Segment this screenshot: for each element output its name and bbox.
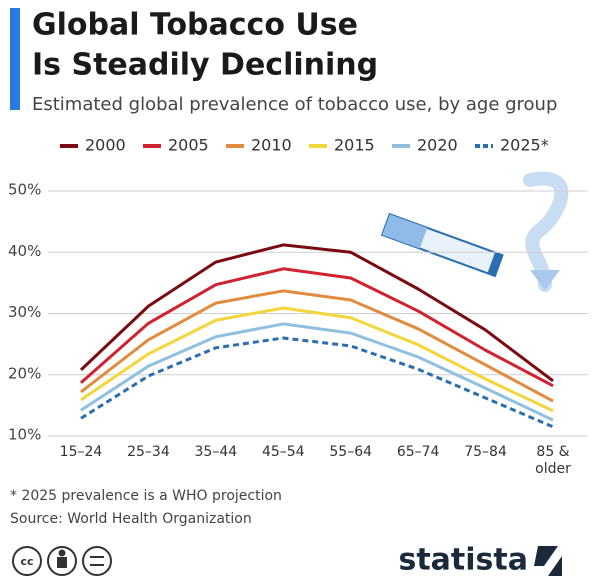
y-tick-label: 30%	[8, 303, 41, 321]
brand-logo	[534, 546, 562, 576]
y-tick-label: 10%	[8, 426, 41, 444]
y-tick-label: 40%	[8, 242, 41, 260]
x-tick-label: 55–64	[329, 444, 373, 460]
legend-label: 2025*	[500, 136, 549, 155]
accent-bar	[10, 8, 20, 110]
series-line	[80, 322, 554, 422]
y-tick-label: 20%	[8, 364, 41, 382]
x-tick-label: 85 & older	[535, 444, 571, 477]
x-tick-label: 15–24	[59, 444, 103, 460]
license-icons: cc	[12, 546, 112, 576]
chart-subtitle: Estimated global prevalence of tobacco u…	[32, 94, 557, 115]
series-line	[80, 306, 554, 413]
legend-label: 2000	[85, 136, 126, 155]
chart-title: Global Tobacco Use	[32, 8, 358, 43]
cigarette-illustration	[380, 171, 569, 292]
legend-label: 2015	[334, 136, 375, 155]
legend-label: 2010	[251, 136, 292, 155]
legend-label: 2020	[417, 136, 458, 155]
brand: statista	[398, 543, 528, 578]
x-tick-label: 75–84	[464, 444, 507, 460]
series-line	[79, 243, 554, 383]
source: Source: World Health Organization	[10, 511, 252, 527]
series-line	[80, 289, 554, 403]
svg-text:cc: cc	[20, 555, 33, 568]
x-tick-label: 45–54	[261, 444, 305, 460]
footnote: * 2025 prevalence is a WHO projection	[10, 488, 282, 504]
x-tick-label: 25–34	[127, 444, 170, 460]
series-line	[80, 267, 554, 388]
chart-title: Is Steadily Declining	[32, 48, 378, 83]
x-tick-label: 65–74	[396, 444, 440, 460]
series-line	[80, 336, 554, 429]
y-tick-label: 50%	[8, 181, 41, 199]
legend-label: 2005	[168, 136, 209, 155]
x-tick-label: 35–44	[194, 444, 238, 460]
